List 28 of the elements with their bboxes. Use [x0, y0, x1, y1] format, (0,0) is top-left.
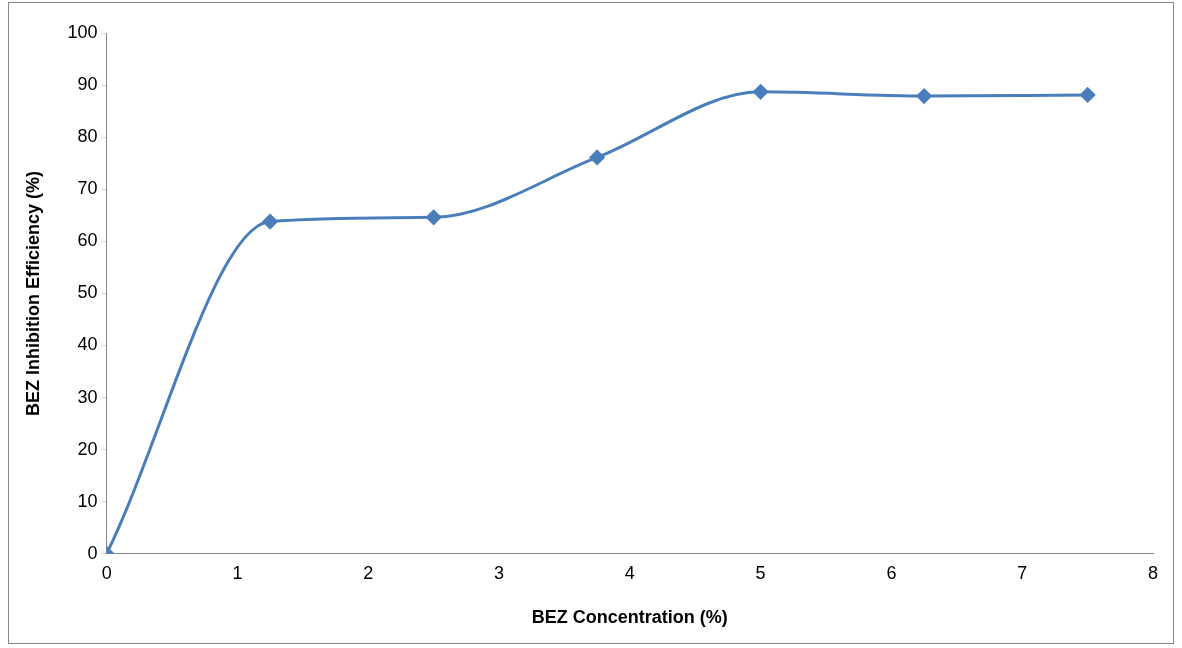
x-tick-label: 5 [755, 562, 766, 583]
x-tick-label: 8 [1147, 562, 1159, 583]
y-tick-label: 100 [67, 21, 98, 42]
x-tick-label: 0 [101, 562, 112, 583]
y-tick-label: 80 [77, 126, 98, 147]
y-tick-label: 70 [77, 178, 98, 199]
x-tick-label: 2 [363, 562, 374, 583]
point [753, 84, 769, 100]
y-tick-label: 20 [77, 438, 98, 459]
y-tick-label: 0 [87, 542, 98, 563]
y-tick-label: 60 [77, 230, 98, 251]
y-tick-label: 10 [77, 490, 98, 511]
point [589, 149, 605, 165]
y-tick-label: 90 [77, 74, 98, 95]
x-tick-label: 6 [886, 562, 897, 583]
x-tick-label: 1 [232, 562, 243, 583]
point [916, 88, 932, 104]
x-axis-title: BEZ Concentration (%) [531, 607, 728, 628]
y-tick-label: 30 [77, 386, 98, 407]
y-axis-title: BEZ Inhibition Efficiency (%) [22, 170, 43, 416]
x-tick-label: 4 [624, 562, 635, 583]
point [262, 214, 278, 230]
x-tick-label: 7 [1017, 562, 1028, 583]
point [426, 209, 442, 225]
point [1080, 87, 1096, 103]
y-tick-label: 40 [77, 334, 98, 355]
x-tick-label: 3 [494, 562, 505, 583]
y-tick-label: 50 [77, 282, 98, 303]
